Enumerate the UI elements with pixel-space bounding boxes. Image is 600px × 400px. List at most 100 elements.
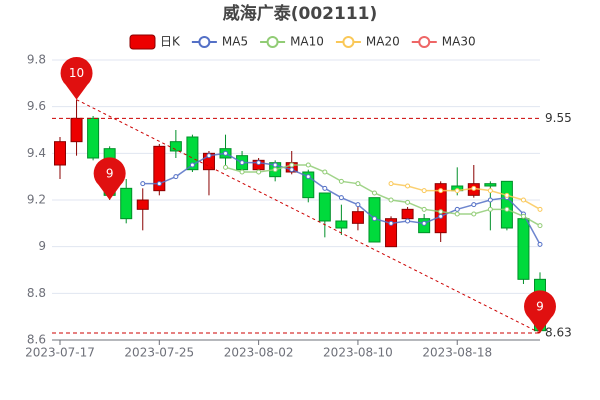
ma-point bbox=[239, 169, 245, 175]
mark-pin bbox=[93, 157, 126, 200]
ma-point bbox=[173, 174, 179, 180]
legend-swatch bbox=[342, 36, 355, 48]
ma-point bbox=[272, 167, 278, 173]
legend-label: MA30 bbox=[442, 35, 476, 49]
legend-swatch bbox=[198, 36, 211, 48]
ma-point bbox=[504, 206, 510, 212]
y-tick-label: 9.8 bbox=[27, 53, 46, 67]
candle-body bbox=[500, 180, 513, 229]
ma-point bbox=[355, 181, 361, 187]
ma-point bbox=[289, 167, 295, 173]
mark-pin-label: 9 bbox=[536, 300, 544, 314]
candle-body bbox=[484, 183, 497, 187]
candle-body bbox=[153, 145, 166, 192]
ma-line bbox=[225, 164, 541, 227]
ma-point bbox=[537, 241, 543, 247]
candle-body bbox=[186, 136, 199, 171]
candle-body bbox=[517, 218, 530, 280]
legend: 日K MA5 MA10 MA20 MA30 bbox=[129, 34, 476, 50]
candle-body bbox=[351, 211, 364, 224]
x-tick-label: 2023-07-17 bbox=[25, 346, 95, 360]
legend-label: 日K bbox=[160, 35, 181, 49]
candle-body bbox=[54, 141, 66, 166]
candle-body bbox=[136, 199, 149, 210]
ma-point bbox=[421, 220, 427, 226]
ma-point bbox=[454, 211, 460, 217]
y-tick-label: 9 bbox=[38, 239, 46, 253]
legend-label: MA10 bbox=[290, 35, 324, 49]
ma-point bbox=[322, 169, 328, 175]
ma-point bbox=[371, 216, 377, 222]
candle-body bbox=[87, 117, 100, 159]
ma-point bbox=[305, 174, 311, 180]
candle-body bbox=[70, 117, 83, 143]
x-tick-label: 2023-08-02 bbox=[224, 346, 294, 360]
ma-point bbox=[454, 188, 460, 194]
trend-line bbox=[76, 99, 541, 334]
ma-point bbox=[421, 188, 427, 194]
ma-point bbox=[256, 160, 262, 166]
x-tick-label: 2023-07-25 bbox=[124, 346, 194, 360]
y-tick-label: 9.4 bbox=[27, 146, 46, 160]
ma-point bbox=[487, 188, 493, 194]
y-tick-label: 8.8 bbox=[27, 286, 46, 300]
ma-point bbox=[487, 197, 493, 203]
candle-body bbox=[434, 183, 447, 234]
ma-point bbox=[405, 199, 411, 205]
chart-title: 威海广泰(002111) bbox=[223, 3, 378, 24]
y-tick-label: 9.6 bbox=[27, 99, 46, 113]
ma-line bbox=[390, 182, 541, 210]
ma-point bbox=[471, 202, 477, 208]
ma-point bbox=[322, 185, 328, 191]
ma-point bbox=[156, 181, 162, 187]
mark-pin bbox=[60, 57, 93, 100]
candle-body bbox=[401, 208, 414, 220]
candle-body bbox=[120, 187, 133, 220]
legend-swatch bbox=[266, 36, 279, 48]
legend-label: MA20 bbox=[366, 35, 400, 49]
y-tick-label: 8.6 bbox=[27, 333, 46, 347]
x-tick-label: 2023-08-18 bbox=[422, 346, 492, 360]
ma-point bbox=[438, 209, 444, 215]
ma-point bbox=[405, 183, 411, 189]
ma-point bbox=[371, 190, 377, 196]
ma-point bbox=[140, 181, 146, 187]
ma-point bbox=[239, 160, 245, 166]
ma-point bbox=[223, 164, 229, 170]
ma-point bbox=[537, 223, 543, 229]
ma-point bbox=[471, 185, 477, 191]
ma-point bbox=[305, 162, 311, 168]
mark-pin-label: 10 bbox=[69, 66, 84, 80]
y-tick-label: 9.2 bbox=[27, 193, 46, 207]
ma-point bbox=[421, 206, 427, 212]
candle-body bbox=[335, 220, 348, 229]
mark-pin-label: 9 bbox=[106, 167, 114, 181]
ma-point bbox=[272, 162, 278, 168]
ma-point bbox=[537, 206, 543, 212]
mark-line-label: 8.63 bbox=[545, 326, 572, 340]
legend-label: MA5 bbox=[222, 35, 248, 49]
candle-body bbox=[302, 171, 315, 199]
ma-point bbox=[520, 197, 526, 203]
ma-point bbox=[289, 162, 295, 168]
candle-body bbox=[318, 192, 331, 222]
ma-point bbox=[338, 195, 344, 201]
ma-point bbox=[504, 192, 510, 198]
ma-point bbox=[438, 213, 444, 219]
ma-point bbox=[388, 181, 394, 187]
ma-point bbox=[520, 213, 526, 219]
ma-point bbox=[405, 218, 411, 224]
ma-point bbox=[438, 188, 444, 194]
legend-swatch bbox=[418, 36, 431, 48]
ma-point bbox=[388, 220, 394, 226]
ma-point bbox=[454, 206, 460, 212]
x-tick-label: 2023-08-10 bbox=[323, 346, 393, 360]
candle-body bbox=[385, 218, 398, 248]
ma-point bbox=[487, 206, 493, 212]
mark-line-label: 9.55 bbox=[545, 111, 572, 125]
ma-point bbox=[223, 150, 229, 156]
ma-point bbox=[355, 202, 361, 208]
ma-point bbox=[471, 211, 477, 217]
ma-point bbox=[206, 153, 212, 159]
